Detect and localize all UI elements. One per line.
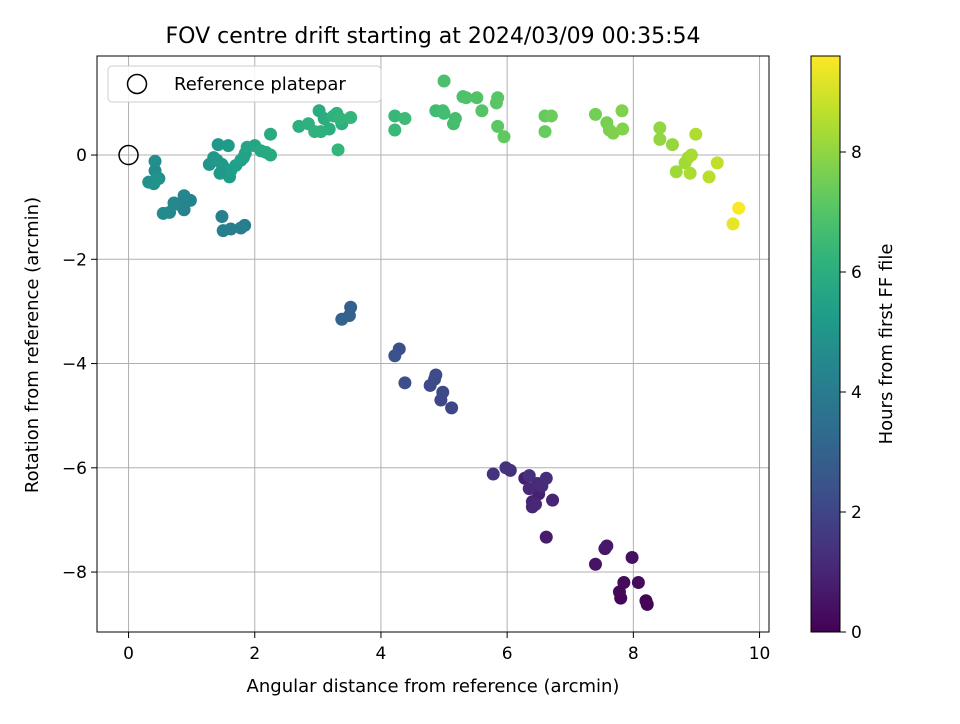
y-axis-label: Rotation from reference (arcmin) (22, 197, 43, 493)
y-tick-label: −8 (62, 563, 87, 583)
data-point (148, 154, 162, 168)
data-point (588, 557, 602, 571)
x-tick-label: 2 (249, 644, 260, 664)
data-point (522, 469, 536, 483)
data-point (653, 121, 667, 135)
data-point (308, 125, 322, 139)
data-point (221, 139, 235, 153)
data-point (213, 166, 227, 180)
data-point (710, 156, 724, 170)
data-point (486, 467, 500, 481)
x-tick-label: 0 (123, 644, 134, 664)
data-point (546, 493, 560, 507)
reference-marker-group (118, 144, 139, 166)
legend-marker-icon (126, 73, 148, 95)
data-point (470, 91, 484, 105)
data-point (544, 109, 558, 123)
data-point (499, 461, 513, 475)
data-point (539, 471, 553, 485)
data-point (665, 138, 679, 152)
data-point (211, 138, 225, 152)
data-point (669, 165, 683, 179)
colorbar-ticks: 0 2 4 6 8 (840, 143, 862, 643)
grid-lines (97, 56, 769, 632)
data-point (639, 594, 653, 608)
x-tick-label: 8 (628, 644, 639, 664)
data-point (539, 530, 553, 544)
data-point (388, 123, 402, 137)
data-point (600, 539, 614, 553)
x-tick-label: 6 (502, 644, 513, 664)
data-point (689, 127, 703, 141)
data-point (150, 171, 164, 185)
data-point (684, 148, 698, 162)
colorbar-tick-label: 0 (851, 623, 862, 643)
data-point (653, 132, 667, 146)
y-axis-ticks: −8 −6 −4 −2 0 (62, 146, 97, 583)
data-point (459, 91, 473, 105)
data-point (436, 104, 450, 118)
colorbar-tick-label: 4 (851, 383, 862, 403)
data-point (631, 575, 645, 589)
data-point (398, 376, 412, 390)
data-point (398, 112, 412, 126)
data-point (726, 217, 740, 231)
data-point (156, 206, 170, 220)
data-point (617, 575, 631, 589)
data-point (436, 385, 450, 399)
reference-platepar-marker (118, 144, 139, 166)
data-point (489, 96, 503, 110)
data-point (216, 224, 230, 238)
data-point (538, 125, 552, 139)
x-tick-label: 4 (376, 644, 387, 664)
data-point (615, 104, 629, 118)
colorbar-gradient (810, 55, 841, 633)
data-point (497, 130, 511, 144)
data-point (344, 111, 358, 125)
data-point (388, 349, 402, 363)
data-point (475, 104, 489, 118)
data-point (683, 166, 697, 180)
x-axis-label: Angular distance from reference (arcmin) (247, 676, 620, 697)
data-point (215, 210, 229, 224)
data-point (732, 201, 746, 215)
data-point (616, 122, 630, 136)
x-axis-ticks: 0 2 4 6 8 10 (123, 632, 770, 664)
chart-title: FOV centre drift starting at 2024/03/09 … (166, 24, 701, 49)
data-point (333, 112, 347, 126)
legend-box (107, 65, 382, 103)
data-point (588, 107, 602, 121)
colorbar-tick-label: 2 (851, 503, 862, 523)
data-point (448, 112, 462, 126)
data-point (529, 497, 543, 511)
data-point (445, 401, 459, 415)
data-point (264, 127, 278, 141)
data-point (264, 148, 278, 162)
data-point (331, 143, 345, 157)
y-tick-label: −2 (62, 250, 87, 270)
data-point (437, 74, 451, 88)
data-point (491, 119, 505, 133)
colorbar-label: Hours from first FF file (876, 244, 897, 445)
colorbar: 0 2 4 6 8 Hours from first FF file (810, 55, 897, 643)
colorbar-tick-label: 8 (851, 143, 862, 163)
legend: Reference platepar (107, 65, 382, 103)
x-tick-label: 10 (749, 644, 771, 664)
colorbar-tick-label: 6 (851, 263, 862, 283)
y-tick-label: 0 (76, 146, 87, 166)
data-point (335, 312, 349, 326)
data-point (234, 221, 248, 235)
data-point (388, 109, 402, 123)
y-tick-label: −6 (62, 459, 87, 479)
data-point (429, 368, 443, 382)
plot-area-frame (96, 55, 770, 633)
y-tick-label: −4 (62, 355, 87, 375)
legend-entry-label: Reference platepar (174, 74, 346, 95)
data-points (142, 74, 746, 611)
data-point (702, 170, 716, 184)
data-point (625, 550, 639, 564)
